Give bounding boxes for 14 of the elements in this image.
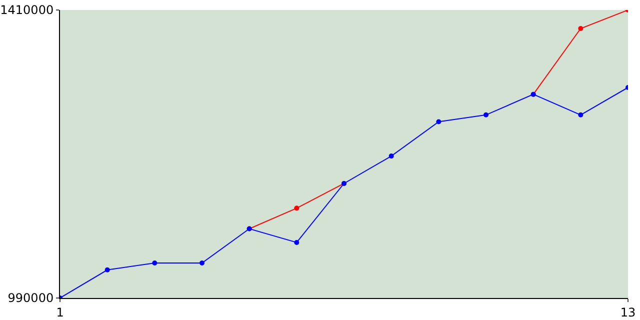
point	[294, 240, 300, 245]
point	[104, 267, 110, 272]
x-tick-label: 13	[620, 305, 636, 320]
point	[294, 206, 300, 211]
point	[436, 119, 442, 124]
x-tick-label: 1	[56, 305, 64, 320]
point	[484, 112, 488, 118]
point	[578, 112, 584, 118]
point	[152, 260, 158, 266]
y-tick-label: 1410000	[0, 3, 54, 18]
y-tick-label: 990000	[8, 291, 54, 306]
point	[200, 260, 204, 266]
point	[388, 154, 394, 159]
point	[578, 26, 584, 32]
